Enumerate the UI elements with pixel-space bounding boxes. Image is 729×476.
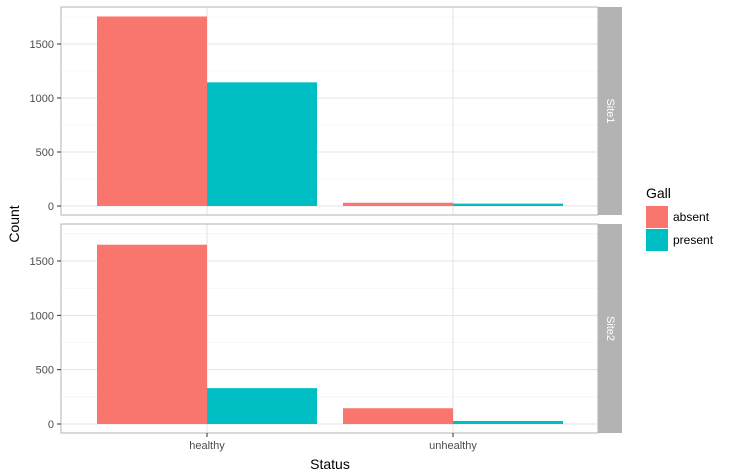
y-tick-label: 0 <box>48 419 54 431</box>
facet-panel-site2: 0 500 1000 1500 Site2 <box>30 223 622 434</box>
y-tick-label: 1500 <box>30 256 54 268</box>
legend-key-absent <box>646 206 668 228</box>
facet-strip-label: Site2 <box>604 316 616 341</box>
x-axis: healthy unhealthy <box>189 433 477 452</box>
legend-title: Gall <box>646 185 671 201</box>
x-tick-label: unhealthy <box>429 440 477 452</box>
legend: Gall absent present <box>646 185 714 251</box>
bar-present-unhealthy <box>453 203 563 206</box>
y-axis-title: Count <box>6 205 22 242</box>
facet-strip <box>598 224 622 433</box>
facet-panels: 0 500 1000 1500 Site1 0 500 1000 1500 Site2 <box>30 6 622 434</box>
bar-present-unhealthy <box>453 420 563 424</box>
y-tick-label: 1000 <box>30 93 54 105</box>
bar-absent-unhealthy <box>343 408 453 424</box>
bar-absent-healthy <box>97 16 207 207</box>
facet-strip-label: Site1 <box>604 98 616 123</box>
y-tick-label: 1000 <box>30 310 54 322</box>
bar-absent-unhealthy <box>343 202 453 206</box>
legend-label-absent: absent <box>673 210 710 224</box>
y-tick-label: 500 <box>36 147 54 159</box>
legend-key-present <box>646 229 668 251</box>
y-tick-label: 500 <box>36 365 54 377</box>
facet-panel-site1: 0 500 1000 1500 Site1 <box>30 6 622 216</box>
x-axis-title: Status <box>310 456 350 472</box>
bar-present-healthy <box>207 388 317 424</box>
bar-absent-healthy <box>97 244 207 424</box>
y-tick-label: 1500 <box>30 39 54 51</box>
x-tick-label: healthy <box>189 440 225 452</box>
legend-label-present: present <box>673 233 714 247</box>
bar-present-healthy <box>207 82 317 206</box>
y-tick-label: 0 <box>48 201 54 213</box>
facet-strip <box>598 7 622 215</box>
